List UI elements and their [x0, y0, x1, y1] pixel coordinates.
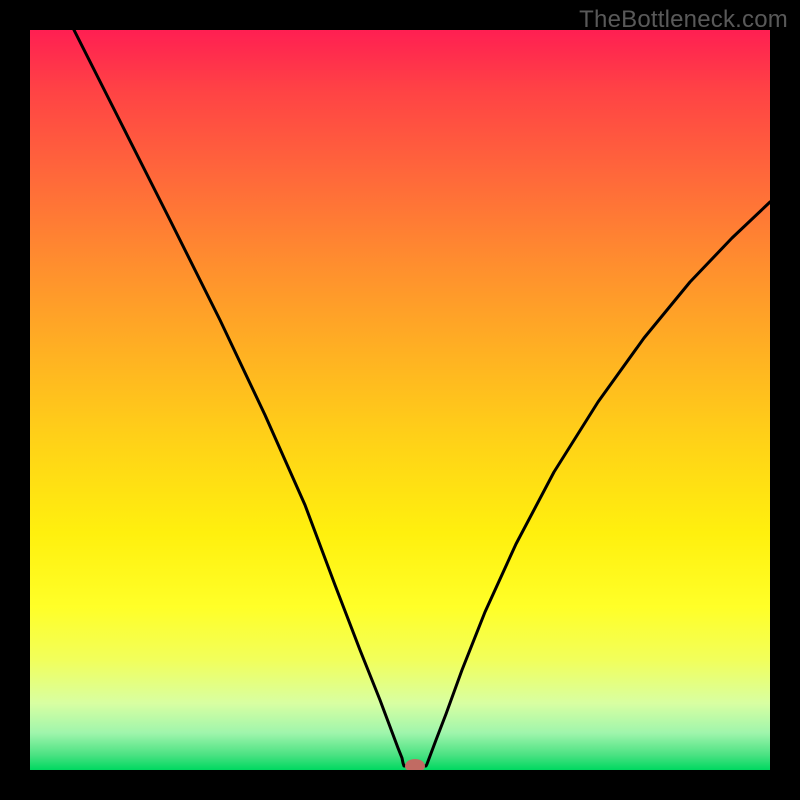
curve-svg [30, 30, 770, 770]
plot-area [30, 30, 770, 770]
bottleneck-curve [74, 30, 770, 766]
min-marker [405, 759, 425, 770]
outer-frame: TheBottleneck.com [0, 0, 800, 800]
